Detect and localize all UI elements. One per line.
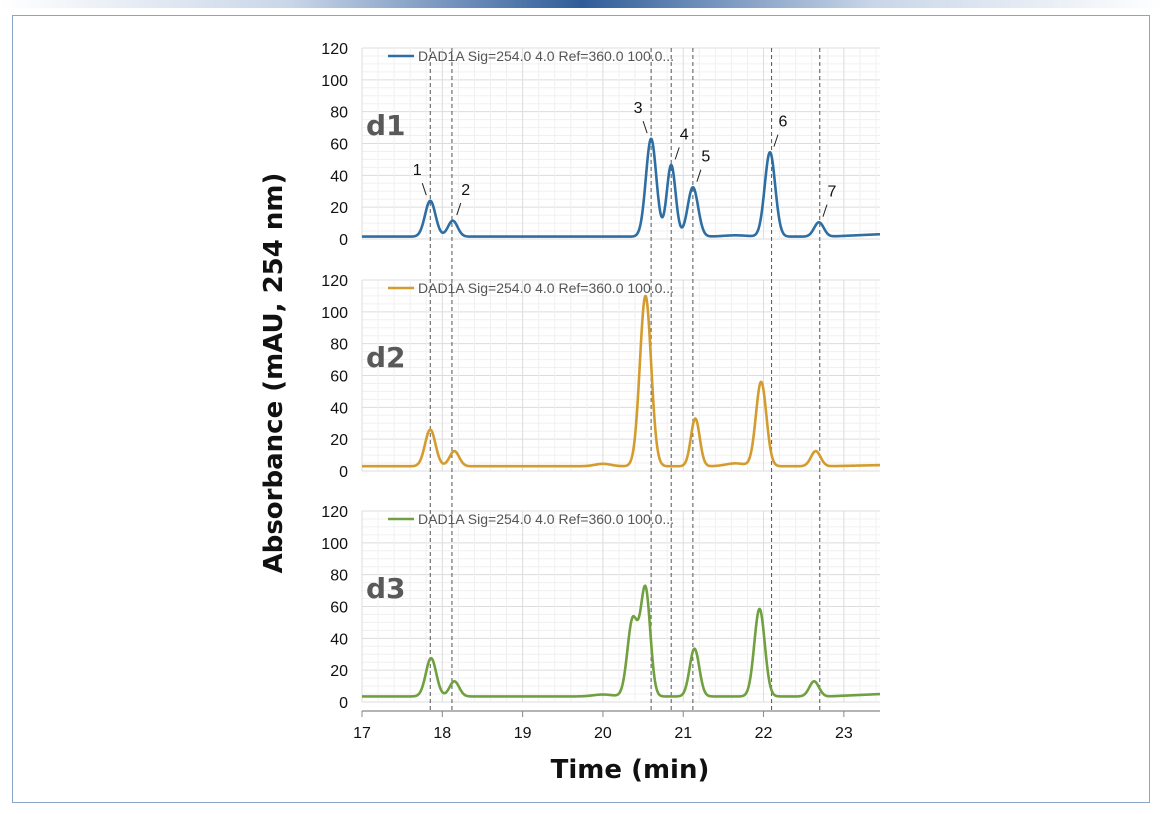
peak-leader-7 [822, 204, 828, 217]
y-tick-label: 120 [321, 41, 348, 58]
x-tick-label: 19 [514, 725, 532, 742]
labels-layer: DAD1A Sig=254.0 4.0 Ref=360.0 100.0... d1… [366, 48, 837, 605]
y-tick-label: 120 [321, 273, 348, 290]
y-tick-label: 20 [330, 432, 348, 449]
panel-label-d1: d1 [366, 109, 406, 142]
axes-layer: 0204060801001200204060801001200204060801… [321, 41, 880, 742]
top-accent-bar [0, 0, 1164, 8]
y-tick-label: 80 [330, 568, 348, 585]
y-tick-label: 20 [330, 663, 348, 680]
y-tick-label: 120 [321, 504, 348, 521]
series-line-d1 [361, 137, 881, 238]
peak-label-1: 1 [413, 162, 422, 179]
peak-label-7: 7 [828, 184, 837, 201]
peak-leader-1 [421, 183, 427, 196]
panel-label-d2: d2 [366, 341, 406, 374]
peak-label-4: 4 [680, 126, 689, 143]
x-tick-label: 17 [353, 725, 371, 742]
y-tick-label: 40 [330, 631, 348, 648]
figure-frame [12, 15, 1150, 803]
y-tick-label: 100 [321, 536, 348, 553]
y-tick-label: 80 [330, 105, 348, 122]
x-tick-label: 23 [835, 725, 853, 742]
y-tick-label: 0 [339, 232, 348, 249]
y-tick-label: 0 [339, 695, 348, 712]
series-line-d3 [361, 584, 881, 698]
legend-text-d2: DAD1A Sig=254.0 4.0 Ref=360.0 100.0... [418, 280, 674, 296]
peak-leader-6 [773, 134, 779, 147]
series-layer [361, 137, 881, 698]
y-tick-label: 0 [339, 464, 348, 481]
y-axis-title: Absorbance (mAU, 254 nm) [259, 173, 289, 574]
peak-label-5: 5 [701, 149, 710, 166]
x-tick-label: 20 [594, 725, 612, 742]
y-tick-label: 20 [330, 200, 348, 217]
y-tick-label: 40 [330, 168, 348, 185]
x-tick-label: 18 [433, 725, 451, 742]
x-tick-label: 21 [674, 725, 692, 742]
peak-leader-2 [456, 202, 462, 216]
peak-label-3: 3 [634, 100, 643, 117]
series-line-d2 [361, 294, 881, 468]
peak-leader-5 [696, 169, 702, 182]
x-axis-title: Time (min) [551, 755, 710, 785]
legend-text-d1: DAD1A Sig=254.0 4.0 Ref=360.0 100.0... [418, 48, 674, 64]
peak-leader-3 [642, 120, 648, 134]
y-tick-label: 100 [321, 73, 348, 90]
x-tick-label: 22 [755, 725, 773, 742]
peak-label-2: 2 [461, 182, 470, 199]
legend-text-d3: DAD1A Sig=254.0 4.0 Ref=360.0 100.0... [418, 511, 674, 527]
peak-leader-4 [674, 147, 680, 160]
panel-label-d3: d3 [366, 572, 406, 605]
y-tick-label: 80 [330, 337, 348, 354]
y-tick-label: 60 [330, 369, 348, 386]
y-tick-label: 60 [330, 137, 348, 154]
peak-label-6: 6 [779, 114, 788, 131]
y-tick-label: 40 [330, 400, 348, 417]
y-tick-label: 60 [330, 600, 348, 617]
y-tick-label: 100 [321, 305, 348, 322]
grid-layer [361, 47, 880, 703]
